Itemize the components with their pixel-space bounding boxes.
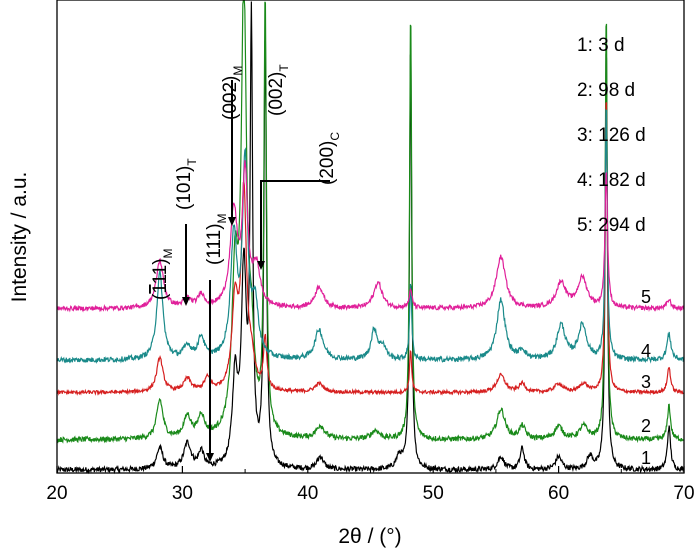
curve-label: 5 bbox=[641, 287, 651, 307]
peak-annotations: (111)M(101)T(111)M(002)M(002)T(200)C bbox=[150, 64, 342, 462]
x-tick-label: 50 bbox=[423, 483, 444, 504]
peak-annotation: (111)M bbox=[204, 213, 229, 265]
x-tick-label: 40 bbox=[297, 483, 318, 504]
peak-annotation-label: (002)T bbox=[266, 64, 291, 116]
plot-frame bbox=[56, 0, 685, 474]
peak-annotation: (101)T bbox=[174, 158, 199, 210]
x-tick-label: 20 bbox=[46, 483, 67, 504]
legend-entry: 3: 126 d bbox=[577, 125, 646, 146]
peak-annotation-label: (111)M bbox=[150, 248, 175, 300]
legend: 1: 3 d 2: 98 d 3: 126 d 4: 182 d 5: 294 d bbox=[577, 35, 646, 236]
peak-arrow bbox=[260, 180, 330, 262]
series-line-3 bbox=[56, 102, 684, 396]
curve-label: 3 bbox=[641, 372, 651, 392]
peak-annotation: (200)C bbox=[317, 132, 342, 185]
peak-arrow-head bbox=[182, 297, 190, 306]
peak-arrow-head bbox=[228, 217, 236, 226]
peak-arrow-head bbox=[206, 453, 214, 462]
curve-label: 4 bbox=[641, 341, 651, 361]
x-axis-title: 2θ / (°) bbox=[338, 525, 401, 548]
peak-annotation-label: (111)M bbox=[204, 213, 229, 265]
curve-label: 1 bbox=[641, 448, 651, 468]
curve-labels: 1 2 3 4 5 bbox=[641, 287, 651, 468]
x-axis: 20 30 40 50 60 70 bbox=[46, 466, 695, 504]
x-tick-label: 70 bbox=[673, 483, 694, 504]
peak-annotation-label: (002)M bbox=[220, 66, 245, 120]
peak-arrow-head bbox=[257, 261, 265, 270]
curve-label: 2 bbox=[641, 416, 651, 436]
series-line-2 bbox=[56, 0, 685, 444]
x-tick-label: 30 bbox=[172, 483, 193, 504]
plot-area bbox=[56, 0, 685, 475]
series-line-1 bbox=[56, 1, 685, 475]
series-line-5 bbox=[56, 160, 685, 313]
peak-annotation-label: (200)C bbox=[317, 132, 342, 185]
peak-annotation-label: (101)T bbox=[174, 158, 199, 210]
peak-annotation: (002)T bbox=[266, 64, 291, 116]
peak-annotation: (111)M bbox=[150, 248, 175, 300]
series-line-4 bbox=[57, 108, 685, 365]
legend-entry: 2: 98 d bbox=[577, 80, 635, 101]
peak-annotation: (002)M bbox=[220, 66, 245, 120]
y-axis-title: Intensity / a.u. bbox=[8, 172, 31, 303]
legend-entry: 1: 3 d bbox=[577, 35, 625, 56]
legend-entry: 5: 294 d bbox=[577, 215, 646, 236]
legend-entry: 4: 182 d bbox=[577, 170, 646, 191]
x-tick-label: 60 bbox=[548, 483, 569, 504]
